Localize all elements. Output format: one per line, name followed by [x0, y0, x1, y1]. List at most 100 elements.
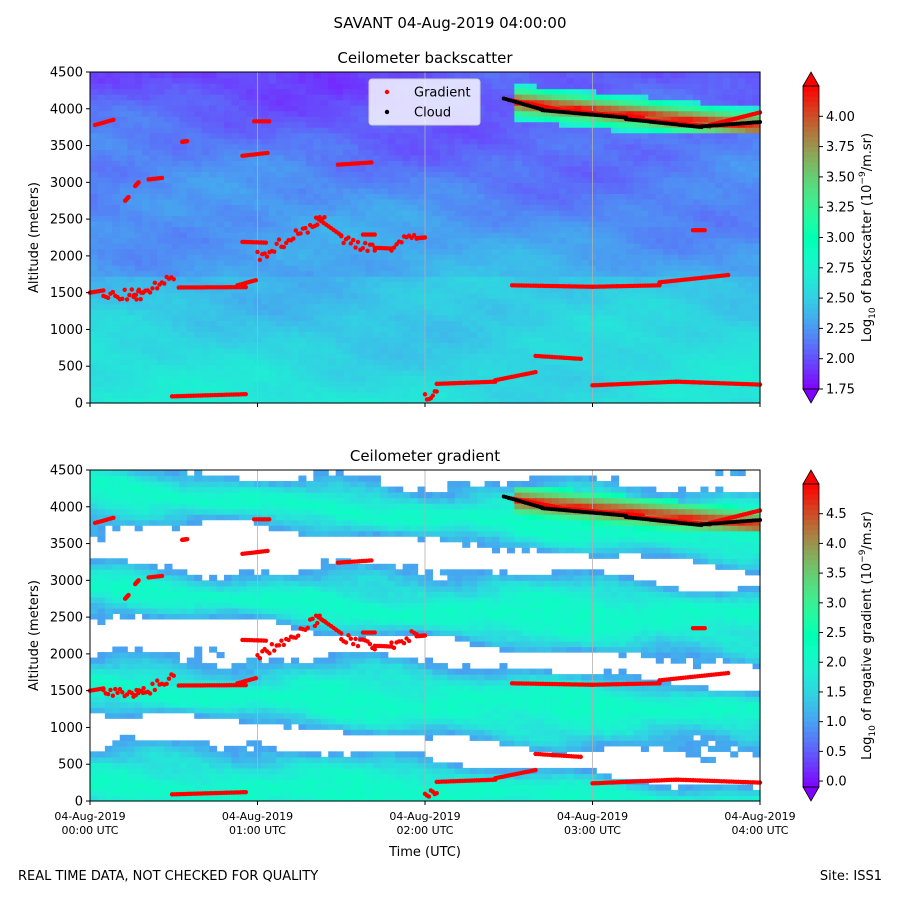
heatmap-cell — [231, 160, 240, 167]
heatmap-cell — [291, 369, 300, 377]
heatmap-cell — [335, 386, 344, 393]
heatmap-cell — [387, 215, 396, 222]
heatmap-cell — [343, 397, 352, 404]
heatmap-cell — [119, 132, 128, 139]
heatmap-cell — [298, 353, 307, 360]
heatmap-cell — [618, 72, 627, 79]
heatmap-cell — [276, 331, 285, 338]
heatmap-cell — [439, 342, 448, 349]
heatmap-cell — [425, 132, 434, 139]
heatmap-cell — [655, 237, 664, 244]
heatmap-cell — [291, 209, 300, 217]
heatmap-cell — [358, 375, 367, 382]
heatmap-cell — [328, 132, 337, 139]
heatmap-cell — [149, 375, 158, 382]
heatmap-cell — [521, 127, 530, 134]
heatmap-cell — [477, 314, 486, 321]
heatmap-cell — [581, 226, 590, 233]
heatmap-cell — [477, 187, 486, 194]
heatmap-cell — [97, 342, 106, 349]
heatmap-cell — [291, 165, 300, 172]
heatmap-cell — [492, 121, 501, 128]
heatmap-cell — [149, 254, 158, 261]
heatmap-cell — [358, 292, 367, 299]
heatmap-cell — [104, 276, 113, 283]
heatmap-cell — [581, 292, 590, 299]
heatmap-cell — [551, 369, 560, 377]
heatmap-cell — [395, 347, 404, 354]
heatmap-cell — [179, 160, 188, 167]
heatmap-cell — [678, 320, 687, 327]
heatmap-cell — [358, 182, 367, 189]
heatmap-cell — [387, 391, 396, 399]
heatmap-cell — [224, 320, 233, 327]
heatmap-cell — [573, 331, 582, 338]
heatmap-cell — [283, 121, 292, 128]
heatmap-cell — [395, 325, 404, 332]
heatmap-cell — [90, 160, 99, 167]
heatmap-cell — [559, 204, 568, 211]
heatmap-cell — [529, 149, 538, 156]
heatmap-cell — [618, 204, 627, 211]
heatmap-cell — [298, 132, 307, 139]
heatmap-cell — [685, 375, 694, 382]
heatmap-cell — [358, 187, 367, 194]
heatmap-cell — [335, 265, 344, 272]
heatmap-cell — [611, 72, 620, 79]
heatmap-cell — [142, 397, 151, 404]
heatmap-cell — [559, 303, 568, 310]
heatmap-cell — [663, 83, 672, 90]
heatmap-cell — [678, 226, 687, 233]
heatmap-cell — [291, 331, 300, 338]
heatmap-cell — [335, 254, 344, 261]
heatmap-cell — [194, 204, 203, 211]
heatmap-cell — [499, 220, 508, 228]
heatmap-cell — [380, 336, 389, 343]
heatmap-cell — [678, 259, 687, 266]
heatmap-cell — [477, 83, 486, 90]
heatmap-cell — [350, 347, 359, 354]
heatmap-cell — [611, 358, 620, 365]
heatmap-cell — [447, 386, 456, 393]
heatmap-cell — [216, 397, 225, 404]
heatmap-cell — [305, 193, 314, 200]
heatmap-cell — [514, 94, 523, 101]
heatmap-cell — [551, 276, 560, 283]
heatmap-cell — [447, 149, 456, 156]
heatmap-cell — [640, 254, 649, 261]
heatmap-cell — [216, 281, 225, 288]
heatmap-cell — [238, 314, 247, 321]
heatmap-cell — [276, 270, 285, 277]
heatmap-cell — [164, 204, 173, 211]
heatmap-cell — [417, 160, 426, 167]
heatmap-cell — [655, 397, 664, 404]
heatmap-cell — [626, 369, 635, 377]
heatmap-cell — [499, 209, 508, 217]
heatmap-cell — [238, 397, 247, 404]
heatmap-cell — [678, 248, 687, 255]
heatmap-cell — [581, 204, 590, 211]
heatmap-cell — [305, 303, 314, 310]
heatmap-cell — [648, 331, 657, 338]
heatmap-cell — [566, 265, 575, 272]
heatmap-cell — [432, 143, 441, 150]
heatmap-cell — [157, 77, 166, 84]
heatmap-cell — [320, 292, 329, 299]
heatmap-cell — [447, 254, 456, 261]
heatmap-cell — [611, 364, 620, 371]
heatmap-cell — [521, 154, 530, 161]
heatmap-cell — [425, 353, 434, 360]
heatmap-cell — [291, 281, 300, 288]
heatmap-cell — [402, 309, 411, 316]
heatmap-cell — [179, 187, 188, 194]
heatmap-cell — [655, 353, 664, 360]
heatmap-cell — [209, 237, 218, 244]
heatmap-cell — [164, 94, 173, 101]
heatmap-cell — [477, 231, 486, 239]
heatmap-cell — [358, 132, 367, 139]
heatmap-cell — [611, 369, 620, 377]
heatmap-cell — [119, 204, 128, 211]
heatmap-cell — [611, 298, 620, 305]
heatmap-cell — [693, 187, 702, 194]
heatmap-cell — [678, 154, 687, 161]
